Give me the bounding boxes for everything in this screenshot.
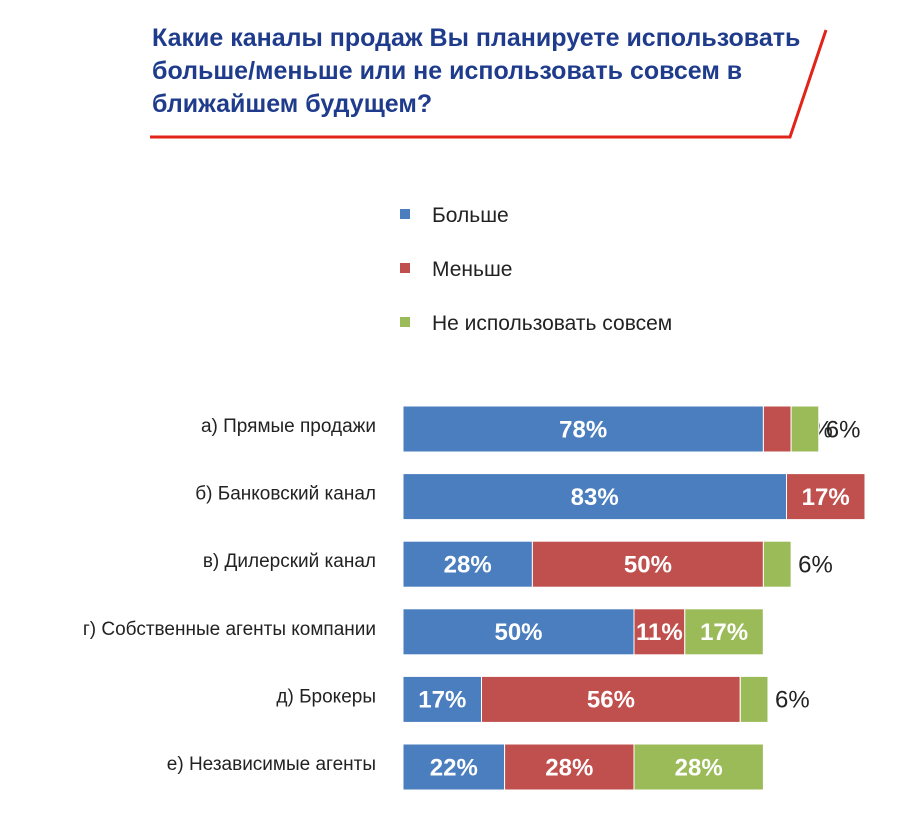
- bar-less: [481, 675, 741, 723]
- bar-less: [531, 540, 764, 588]
- legend-label-more: Больше: [432, 204, 509, 227]
- data-label-more: 28%: [444, 552, 492, 579]
- bar-more: [402, 608, 635, 656]
- category-label: а) Прямые продажи: [201, 416, 376, 437]
- data-label-more: 78%: [559, 416, 607, 443]
- category-label: в) Дилерский канал: [203, 551, 376, 572]
- title-underline-line: [150, 29, 828, 139]
- legend-item-not-use: Не использовать совсем: [400, 312, 672, 336]
- data-label-more: 83%: [571, 484, 619, 511]
- legend-swatch-less: [400, 263, 410, 274]
- chart-title: Какие каналы продаж Вы планируете исполь…: [152, 24, 801, 118]
- category-label: г) Собственные агенты компании: [83, 619, 376, 640]
- bar-more: [402, 743, 506, 791]
- bar-not-use: [762, 540, 792, 588]
- legend-item-less: Меньше: [400, 258, 512, 282]
- bar-not-use: [684, 608, 764, 656]
- data-label-less: 11%: [636, 619, 683, 646]
- legend-swatch-not-use: [400, 317, 410, 328]
- bar-not-use: [790, 405, 820, 453]
- category-label: е) Независимые агенты: [167, 754, 376, 775]
- category-label: б) Банковский канал: [195, 484, 376, 505]
- legend-label-less: Меньше: [432, 258, 513, 281]
- legend-label-not-use: Не использовать совсем: [432, 312, 673, 335]
- bar-more: [402, 540, 533, 588]
- data-label-less: 17%: [802, 484, 850, 511]
- bar-more: [402, 405, 764, 453]
- data-label-more: 50%: [494, 619, 542, 646]
- legend-swatch-more: [400, 209, 410, 220]
- bar-less: [762, 405, 792, 453]
- data-label-less: 28%: [545, 754, 593, 781]
- bar-not-use: [633, 743, 764, 791]
- bar-less: [633, 608, 686, 656]
- data-label-not-use: 17%: [700, 619, 748, 646]
- data-label-not-use: 6%: [775, 687, 810, 714]
- title-underline: [150, 29, 828, 139]
- data-label-more: 17%: [418, 687, 466, 714]
- bar-less: [786, 473, 866, 521]
- category-label: д) Брокеры: [276, 686, 376, 707]
- data-label-not-use: 6%: [798, 552, 833, 579]
- bar-not-use: [739, 675, 769, 723]
- data-label-not-use: 6%: [826, 416, 861, 443]
- bar-more: [402, 675, 482, 723]
- data-label-not-use: 28%: [675, 754, 723, 781]
- legend-item-more: Больше: [400, 204, 509, 228]
- bar-more: [402, 473, 787, 521]
- data-label-less: 50%: [624, 552, 672, 579]
- data-label-less: 56%: [587, 687, 635, 714]
- data-label-more: 22%: [430, 754, 478, 781]
